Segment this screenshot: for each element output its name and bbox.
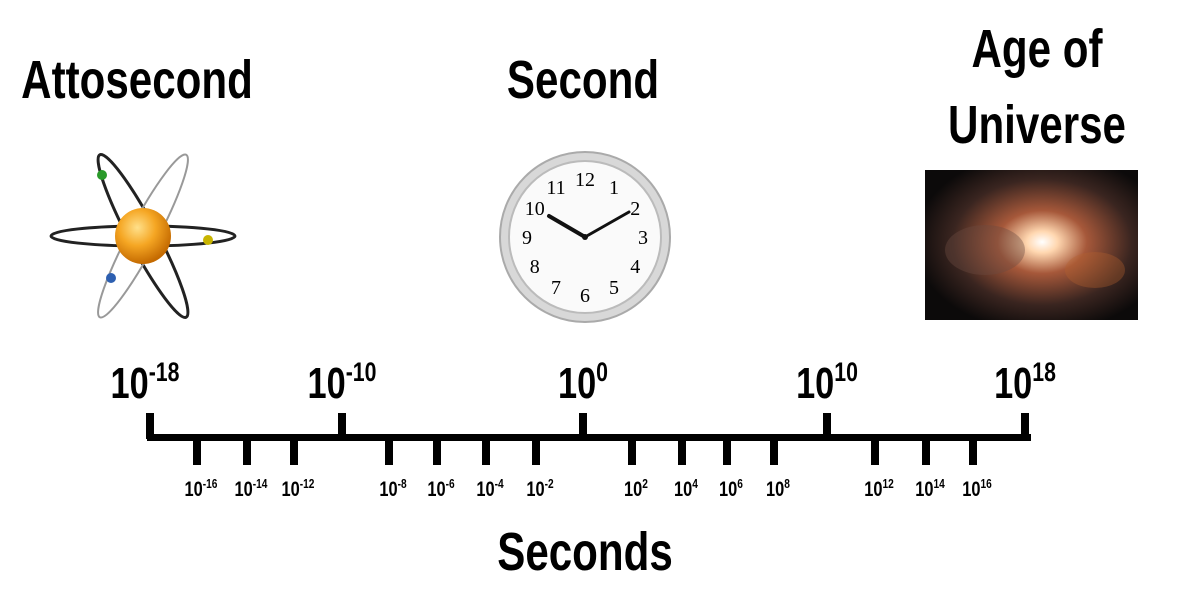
minor-tick: [770, 440, 778, 465]
minor-tick-label: 104: [674, 475, 698, 501]
minor-tick-label: 106: [719, 475, 743, 501]
tick-label-base: 10: [864, 478, 883, 501]
axis-label: Seconds: [497, 522, 673, 582]
minor-tick-label: 10-8: [379, 475, 407, 501]
major-tick: [146, 413, 154, 439]
clock-numeral: 1: [609, 177, 619, 199]
tick-label-exponent: -4: [494, 475, 504, 491]
minor-tick-label: 10-14: [234, 475, 268, 501]
tick-label-base: 10: [674, 478, 693, 501]
minor-tick: [871, 440, 879, 465]
clock-numeral: 9: [522, 227, 532, 249]
minor-tick: [193, 440, 201, 465]
minor-tick-label: 10-16: [184, 475, 218, 501]
tick-label-base: 10: [994, 359, 1033, 408]
tick-label-base: 10: [281, 478, 300, 501]
tick-label-base: 10: [184, 478, 203, 501]
tick-label-base: 10: [557, 359, 597, 408]
minor-tick-label: 1014: [915, 475, 945, 501]
clock-numeral: 4: [630, 256, 640, 278]
minor-tick-label: 102: [624, 475, 648, 501]
tick-label-base: 10: [766, 478, 785, 501]
tick-label-exponent: 0: [596, 356, 609, 388]
minor-tick: [532, 440, 540, 465]
clock-numeral: 7: [551, 277, 561, 299]
clock-numeral: 11: [546, 177, 565, 199]
title-universe: Universe: [948, 95, 1126, 155]
minor-tick: [290, 440, 298, 465]
galaxy-nebula-image: [925, 170, 1138, 320]
minor-tick-label: 10-4: [476, 475, 504, 501]
tick-label-exponent: -10: [345, 356, 377, 388]
tick-label-base: 10: [234, 478, 253, 501]
tick-label-exponent: -2: [544, 475, 554, 491]
minor-tick: [969, 440, 977, 465]
tick-label-exponent: 12: [882, 475, 894, 491]
clock-numeral: 6: [580, 285, 590, 307]
tick-label-base: 10: [110, 359, 149, 408]
clock-numeral: 2: [630, 198, 640, 220]
tick-label-base: 10: [427, 478, 446, 501]
major-tick-label: 10-10: [307, 358, 377, 408]
major-tick-label: 10-18: [110, 358, 180, 408]
tick-label-exponent: 2: [642, 475, 648, 491]
tick-label-exponent: 4: [692, 475, 698, 491]
minor-tick: [482, 440, 490, 465]
minor-tick-label: 1012: [864, 475, 894, 501]
major-tick-label: 1018: [994, 358, 1056, 408]
tick-label-exponent: -6: [445, 475, 455, 491]
tick-label-base: 10: [719, 478, 738, 501]
tick-label-exponent: -8: [397, 475, 407, 491]
tick-label-exponent: 16: [980, 475, 992, 491]
tick-label-exponent: -18: [148, 356, 180, 388]
major-tick: [823, 413, 831, 439]
tick-label-exponent: -14: [252, 475, 268, 491]
minor-tick-label: 10-12: [281, 475, 315, 501]
major-tick-label: 1010: [796, 358, 858, 408]
major-tick: [579, 413, 587, 439]
minor-tick-label: 108: [766, 475, 790, 501]
major-tick-label: 100: [557, 358, 608, 408]
tick-label-base: 10: [307, 359, 346, 408]
major-tick: [1021, 413, 1029, 439]
minor-tick-label: 10-6: [427, 475, 455, 501]
minor-tick-label: 1016: [962, 475, 992, 501]
minor-tick: [723, 440, 731, 465]
tick-label-base: 10: [379, 478, 398, 501]
title-age-of: Age of: [971, 19, 1103, 79]
minor-tick: [385, 440, 393, 465]
minor-tick: [628, 440, 636, 465]
tick-label-exponent: 8: [784, 475, 790, 491]
major-tick: [338, 413, 346, 439]
clock-numeral: 3: [638, 227, 648, 249]
axis-line: [147, 434, 1031, 441]
title-second: Second: [506, 50, 660, 110]
minor-tick: [922, 440, 930, 465]
clock-numeral: 8: [530, 256, 540, 278]
minor-tick-label: 10-2: [526, 475, 554, 501]
tick-label-exponent: 18: [1032, 356, 1056, 388]
tick-label-base: 10: [915, 478, 934, 501]
tick-label-exponent: 10: [834, 356, 858, 388]
clock-numeral: 10: [525, 198, 545, 220]
tick-label-base: 10: [624, 478, 643, 501]
tick-label-base: 10: [796, 359, 835, 408]
minor-tick: [243, 440, 251, 465]
atom-icon: [49, 153, 237, 319]
clock-numeral: 5: [609, 277, 619, 299]
title-attosecond: Attosecond: [21, 50, 253, 110]
minor-tick: [433, 440, 441, 465]
tick-label-base: 10: [526, 478, 545, 501]
tick-label-exponent: -16: [202, 475, 218, 491]
tick-label-exponent: 6: [737, 475, 743, 491]
tick-label-base: 10: [962, 478, 981, 501]
clock-numeral: 12: [575, 169, 595, 191]
tick-label-exponent: 14: [933, 475, 945, 491]
tick-label-base: 10: [476, 478, 495, 501]
minor-tick: [678, 440, 686, 465]
tick-label-exponent: -12: [299, 475, 315, 491]
